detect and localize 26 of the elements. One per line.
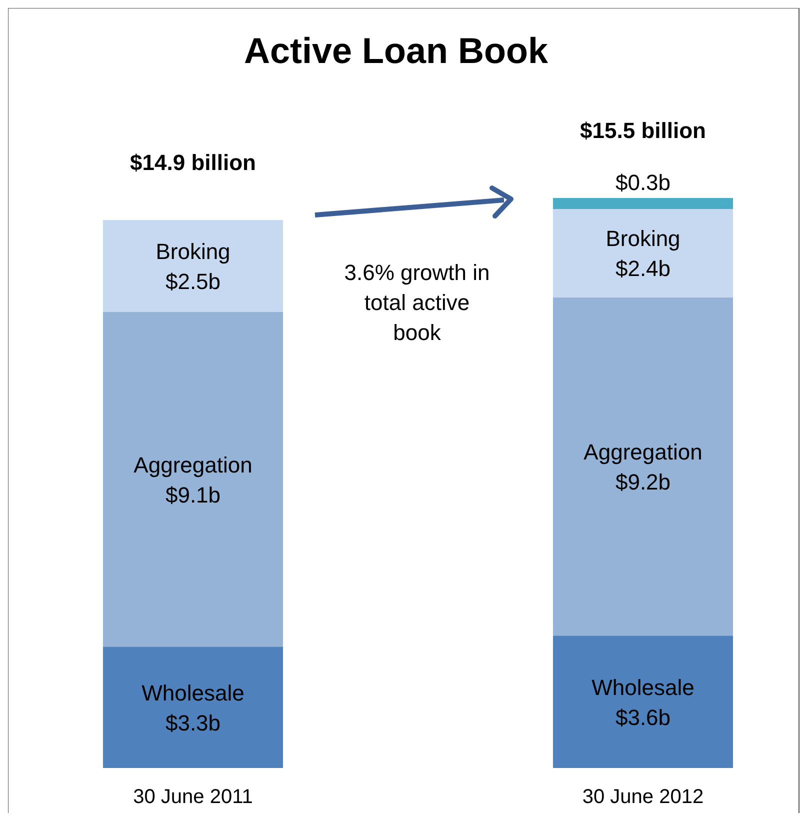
x-tick-label: 30 June 2012 xyxy=(582,786,704,808)
total-label: $15.5 billion xyxy=(580,118,706,143)
text: Wholesale xyxy=(592,674,694,700)
text: Aggregation xyxy=(134,452,252,478)
text: Broking xyxy=(156,239,230,264)
series-label: Aggregation xyxy=(584,439,702,464)
bar xyxy=(553,297,733,636)
x-tick-label: 30 June 2011 xyxy=(133,786,253,808)
data-label: $2.4b xyxy=(615,256,671,282)
series-label: Wholesale xyxy=(142,680,244,706)
bar xyxy=(103,312,283,647)
data-label: $9.1b xyxy=(165,482,221,508)
data-label: $2.5b xyxy=(165,269,221,294)
bar xyxy=(553,198,733,210)
annotation: 3.6% growth in total active book xyxy=(344,260,490,345)
series-label: Broking xyxy=(606,226,680,252)
bar xyxy=(553,636,733,768)
data-label: $3.3b xyxy=(165,710,221,736)
total-label: $14.9 billion xyxy=(130,150,256,176)
data-label: $9.2b xyxy=(615,469,671,494)
data-label: $0.3b xyxy=(615,170,671,195)
bar xyxy=(103,220,283,312)
chart-title: Active Loan Book xyxy=(244,30,549,71)
data-label: $3.6b xyxy=(615,704,671,730)
bar xyxy=(103,646,283,768)
bar xyxy=(553,209,733,298)
